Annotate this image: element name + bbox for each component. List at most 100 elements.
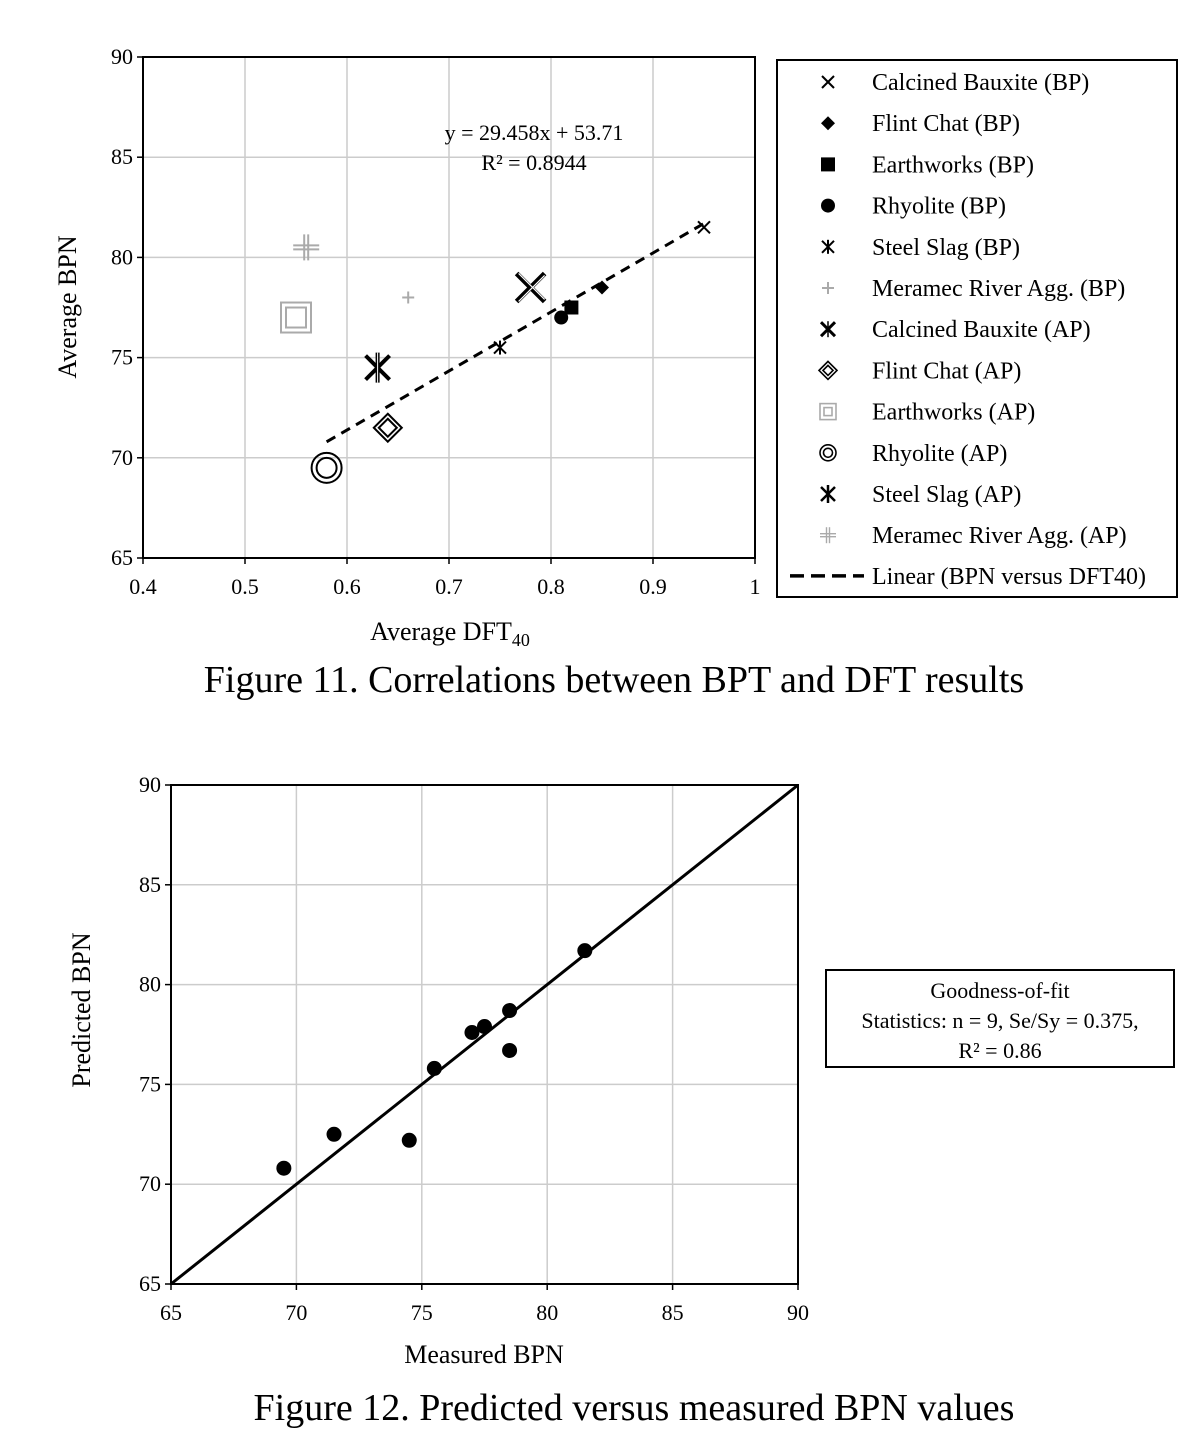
chart1-legend-marker-2 [821,157,835,172]
chart1-x-tick-label: 0.9 [639,574,667,599]
chart2-x-tick-label: 70 [285,1300,307,1325]
chart2-y-tick-label: 90 [139,772,161,797]
chart1-legend-label: Meramec River Agg. (BP) [872,276,1125,302]
chart1-point-s9-0-outer [310,451,343,484]
chart1-point-s8-0-inner [285,306,307,329]
chart1-x-tick-label: 0.5 [231,574,259,599]
chart1-legend-marker-outer [819,402,837,421]
chart2-y-axis-label: Predicted BPN [67,932,96,1087]
chart1-point-s5-0 [402,291,415,304]
chart1-trendline [325,222,705,444]
chart1-x-axis-label-main: Average DFT [370,617,512,646]
chart2-tick-labels: 65 70 75 80 85 90 65 70 75 80 85 90 [139,772,809,1325]
chart1-x-tick-label: 0.8 [537,574,565,599]
goodness-of-fit-frame [825,969,1175,1068]
chart1-legend-label: Earthworks (AP) [872,400,1035,426]
chart1-point-s10-0 [364,352,392,383]
chart2-y-tick-label: 65 [139,1271,161,1296]
chart1-legend-item-7: Flint Chat (AP) [817,358,1021,384]
chart1-data-points [280,220,711,484]
chart1-legend-label: Flint Chat (AP) [872,358,1021,384]
chart1-legend: Calcined Bauxite (BP) Flint Chat (BP) Eart… [776,59,1178,598]
chart1-point-s8-0 [280,301,312,334]
figure-11-caption: Figure 11. Correlations between BPT and … [204,659,1024,701]
chart1-legend-marker-shape-4 [821,239,835,254]
chart1-legend-marker-outer [817,360,839,381]
chart1-legend-marker-shape-3-shape [821,198,835,213]
chart1-equation: y = 29.458x + 53.71 [445,120,624,145]
chart2-x-axis-label: Measured BPN [404,1340,564,1369]
chart2-point [502,1003,518,1019]
chart1-point-s11-0 [293,234,320,261]
chart1-legend-marker-5 [822,282,834,294]
chart1-legend-item-10: Steel Slag (AP) [820,482,1021,508]
chart1-point-s6-0-gap-a [518,273,546,300]
chart1-legend-label: Rhyolite (AP) [872,441,1007,467]
chart2-y-tick-label: 70 [139,1171,161,1196]
chart1-tick-labels: 0.4 0.5 0.6 0.7 0.8 0.9 1 65 70 75 80 85 90 [111,44,761,599]
chart1-legend-label: Calcined Bauxite (BP) [872,70,1089,96]
chart1-legend-item-0: Calcined Bauxite (BP) [821,70,1089,96]
chart1-legend-marker-inner [823,406,833,417]
chart1-legend-item-1: Flint Chat (BP) [821,111,1020,137]
chart1-legend-box [776,59,1178,598]
chart1-legend-marker-8 [819,402,837,421]
goodness-of-fit-r2: R² = 0.86 [958,1038,1041,1063]
chart1-legend-marker-11 [820,527,836,544]
chart1-legend-marker-6 [819,321,837,338]
chart1-y-axis-label: Average BPN [53,235,82,378]
chart1-legend-marker-shape-1-shape [821,116,835,131]
chart1-point-s1-0-shape [595,280,609,295]
chart1-point-s2-0 [564,300,579,315]
chart1-legend-marker-shape-3 [821,198,835,213]
chart1-legend-marker-7 [817,360,839,381]
chart1-point-s3-0 [554,310,569,325]
chart1-x-axis-label: Average DFT40 [370,617,530,650]
goodness-of-fit-box: Goodness-of-fit Statistics: n = 9, Se/Sy… [825,969,1175,1068]
chart1-x-tick-label: 0.6 [333,574,361,599]
figure-12: 65 70 75 80 85 90 65 70 75 80 85 90 Predicted BPN M… [67,772,1175,1429]
chart2-x-tick-label: 85 [662,1300,684,1325]
chart1-legend-marker-shape-0-stroke-b [821,75,835,89]
chart1-point-s3-0-shape [554,310,569,325]
chart1-legend-item-11: Meramec River Agg. (AP) [820,523,1127,549]
chart1-y-tick-label: 85 [111,144,133,169]
chart2-y-tick-label: 80 [139,972,161,997]
chart2-point [577,943,593,959]
chart1-point-s0-0 [697,220,711,235]
chart1-legend-label: Flint Chat (BP) [872,111,1020,137]
chart1-point-s6-0-stroke-b [514,271,547,304]
chart2-reference-line [170,783,799,1286]
chart1-legend-marker-shape-0 [821,75,835,89]
chart1-legend-marker-0 [821,75,835,89]
chart2-point [326,1126,342,1142]
chart2-point [502,1042,518,1058]
chart1-y-tick-label: 65 [111,545,133,570]
chart1-trendline-path [325,222,705,444]
chart1-point-s9-0-inner [315,456,338,479]
chart1-point-s2-0-shape [564,300,579,315]
chart1-legend-item-5: Meramec River Agg. (BP) [822,276,1125,302]
chart1-x-axis-label-subscript: 40 [512,630,530,650]
chart1-point-s4-0 [493,340,507,355]
chart1-legend-marker-shape-2-shape [821,157,835,172]
chart2-point [276,1160,292,1176]
chart1-legend-label: Steel Slag (AP) [872,482,1021,508]
chart1-legend-item-3: Rhyolite (BP) [821,194,1006,220]
chart1-legend-label: Steel Slag (BP) [872,235,1020,261]
chart1-point-s8-0-outer [280,301,312,334]
chart1-point-s1-0 [595,280,609,295]
chart1-point-s7-0 [372,412,404,444]
chart2-point [464,1025,480,1041]
chart1-legend-label: Linear (BPN versus DFT40) [872,564,1146,590]
chart1-x-tick-label: 0.4 [129,574,157,599]
chart1-point-s6-0 [514,271,547,304]
chart1-legend-marker-4 [821,239,835,254]
chart1-y-tick-label: 70 [111,445,133,470]
chart2-point [426,1060,442,1076]
chart1-legend-label: Calcined Bauxite (AP) [872,317,1091,343]
chart2-data-points [276,943,593,1176]
goodness-of-fit-title: Goodness-of-fit [930,978,1069,1003]
chart2-x-tick-label: 90 [787,1300,809,1325]
